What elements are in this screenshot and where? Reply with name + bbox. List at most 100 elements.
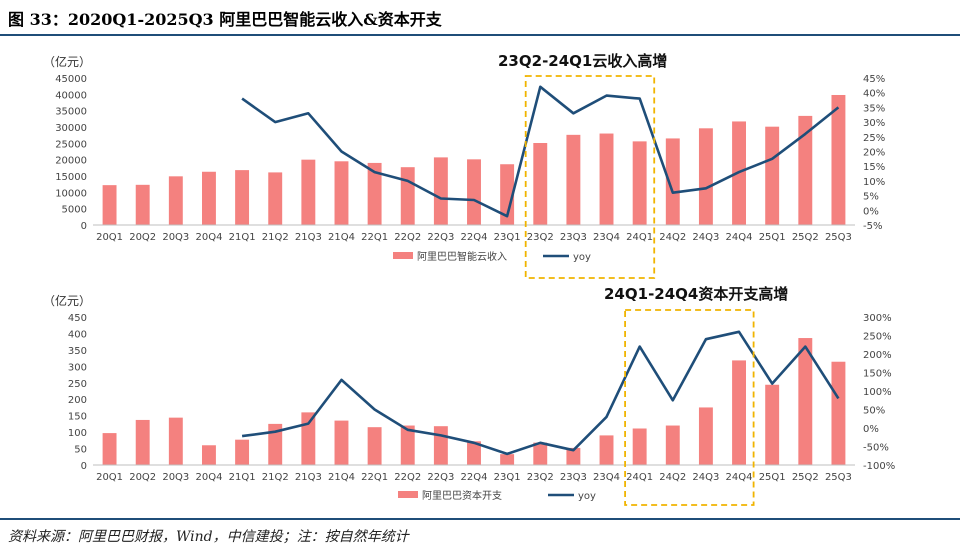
bar — [698, 128, 713, 225]
unit-label: （亿元） — [43, 293, 91, 308]
bar — [765, 126, 780, 225]
x-tick-label: 24Q4 — [726, 472, 753, 483]
y-right-tick-label: 5% — [863, 192, 879, 203]
y-right-tick-label: 0% — [863, 424, 879, 435]
bar — [400, 425, 415, 465]
x-tick-label: 23Q3 — [560, 232, 587, 243]
y-tick-label: 0 — [81, 221, 87, 232]
bar — [334, 420, 349, 465]
x-tick-label: 22Q4 — [461, 232, 488, 243]
bar — [135, 184, 150, 225]
y-right-tick-label: 100% — [863, 387, 892, 398]
bar — [268, 423, 283, 465]
figure-title: 图 33：2020Q1-2025Q3 阿里巴巴智能云收入&资本开支 — [8, 10, 442, 29]
y-tick-label: 25000 — [55, 139, 87, 150]
y-tick-label: 200 — [68, 395, 87, 406]
x-tick-label: 23Q4 — [593, 472, 620, 483]
legend-label-line: yoy — [578, 491, 596, 502]
annotation-label: 24Q1-24Q4资本开支高增 — [604, 285, 788, 303]
y-tick-label: 45000 — [55, 74, 87, 85]
bar — [433, 426, 448, 465]
bar — [533, 143, 548, 225]
y-tick-label: 10000 — [55, 188, 87, 199]
highlight-box — [624, 309, 755, 506]
bar — [168, 417, 183, 465]
x-tick-label: 24Q3 — [692, 232, 719, 243]
y-right-tick-label: -5% — [863, 221, 882, 232]
bar — [168, 176, 183, 225]
bar — [135, 419, 150, 465]
y-tick-label: 250 — [68, 379, 87, 390]
annotation-label: 23Q2-24Q1云收入高增 — [498, 52, 667, 70]
x-tick-label: 23Q4 — [593, 232, 620, 243]
x-tick-label: 20Q3 — [162, 232, 189, 243]
bar — [235, 439, 250, 465]
x-tick-label: 21Q2 — [262, 232, 289, 243]
yoy-line — [241, 85, 840, 218]
y-tick-label: 450 — [68, 313, 87, 324]
bar — [500, 454, 515, 465]
bar — [599, 435, 614, 465]
y-right-tick-label: 200% — [863, 350, 892, 361]
y-right-tick-label: -50% — [863, 443, 889, 454]
y-right-tick-label: 40% — [863, 89, 885, 100]
y-right-tick-label: 10% — [863, 177, 885, 188]
x-tick-label: 21Q2 — [262, 472, 289, 483]
x-tick-label: 20Q4 — [195, 232, 222, 243]
legend-label-bar: 阿里巴巴智能云收入 — [417, 250, 507, 263]
y-right-tick-label: 25% — [863, 133, 885, 144]
bar — [367, 427, 382, 465]
bar — [467, 441, 481, 465]
x-tick-label: 25Q2 — [792, 472, 819, 483]
x-tick-label: 22Q3 — [427, 472, 454, 483]
bar — [599, 133, 614, 225]
y-tick-label: 35000 — [55, 107, 87, 118]
y-tick-label: 20000 — [55, 156, 87, 167]
x-tick-label: 21Q1 — [229, 472, 256, 483]
y-tick-label: 5000 — [62, 205, 87, 216]
bar — [533, 442, 548, 465]
bar — [102, 433, 117, 465]
y-right-tick-label: 150% — [863, 369, 892, 380]
x-tick-label: 25Q1 — [759, 472, 786, 483]
x-tick-label: 23Q1 — [494, 232, 521, 243]
y-right-tick-label: 20% — [863, 148, 885, 159]
x-tick-label: 21Q1 — [229, 232, 256, 243]
bar — [632, 141, 647, 225]
legend-swatch-bar — [393, 252, 413, 259]
x-tick-label: 23Q3 — [560, 472, 587, 483]
bar — [268, 172, 283, 225]
x-tick-label: 21Q3 — [295, 472, 322, 483]
bar — [433, 157, 448, 225]
bar — [367, 162, 382, 225]
x-tick-label: 24Q1 — [626, 472, 653, 483]
y-tick-label: 40000 — [55, 90, 87, 101]
bar — [334, 161, 349, 225]
x-tick-label: 20Q4 — [195, 472, 222, 483]
y-tick-label: 0 — [81, 461, 87, 472]
bar — [467, 159, 481, 225]
bar — [831, 94, 846, 225]
x-tick-label: 20Q1 — [96, 232, 123, 243]
x-tick-label: 21Q4 — [328, 472, 355, 483]
y-right-tick-label: 300% — [863, 313, 892, 324]
x-tick-label: 22Q2 — [394, 472, 421, 483]
x-tick-label: 20Q1 — [96, 472, 123, 483]
bar — [698, 407, 713, 465]
x-tick-label: 22Q4 — [461, 472, 488, 483]
bar — [102, 185, 117, 225]
x-tick-label: 25Q3 — [825, 472, 852, 483]
y-tick-label: 100 — [68, 428, 87, 439]
x-tick-label: 24Q3 — [692, 472, 719, 483]
x-tick-label: 23Q2 — [527, 472, 554, 483]
bar — [665, 425, 680, 465]
x-tick-label: 23Q2 — [527, 232, 554, 243]
y-tick-label: 300 — [68, 362, 87, 373]
capex-chart: （亿元） 0 50 100 150 200 250 300 350 400 450 -100% -50%… — [43, 285, 895, 506]
x-tick-label: 24Q2 — [659, 472, 686, 483]
bar — [831, 361, 846, 465]
x-tick-label: 21Q3 — [295, 232, 322, 243]
bar — [301, 159, 316, 225]
cloud-revenue-chart: （亿元） 0 5000 10000 15000 20000 25000 30000 35000 4… — [43, 52, 885, 279]
bar — [632, 428, 647, 465]
